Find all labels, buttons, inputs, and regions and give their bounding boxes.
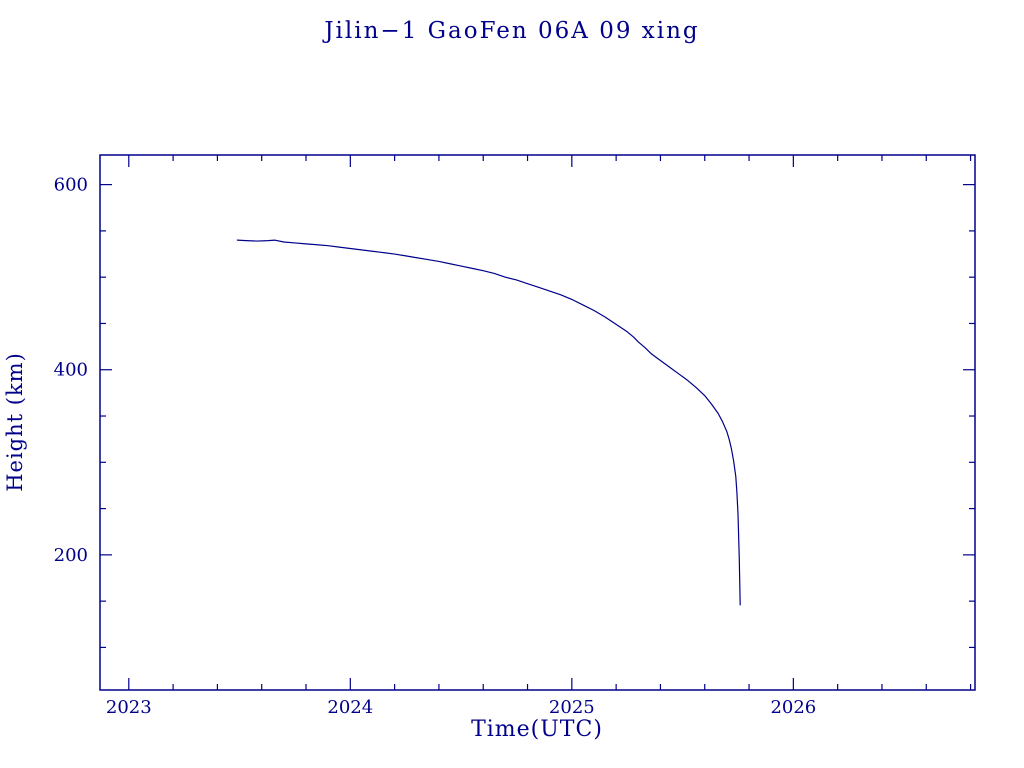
x-axis-label: Time(UTC): [471, 717, 603, 742]
x-tick-label: 2024: [327, 697, 373, 718]
y-axis-label: Height (km): [3, 352, 27, 492]
plot-box: [99, 154, 976, 691]
x-tick-label: 2025: [549, 697, 595, 718]
y-tick-label: 600: [54, 175, 88, 196]
plot-layer: 2023 2024 2025 2026 200 400 600: [54, 154, 976, 718]
y-tick-label: 200: [54, 545, 88, 566]
decay-line: [236, 239, 741, 606]
x-tick-label: 2023: [106, 697, 152, 718]
chart-title: Jilin−1 GaoFen 06A 09 xing: [322, 18, 699, 44]
y-tick-label: 400: [54, 360, 88, 381]
x-tick-label: 2026: [770, 697, 816, 718]
